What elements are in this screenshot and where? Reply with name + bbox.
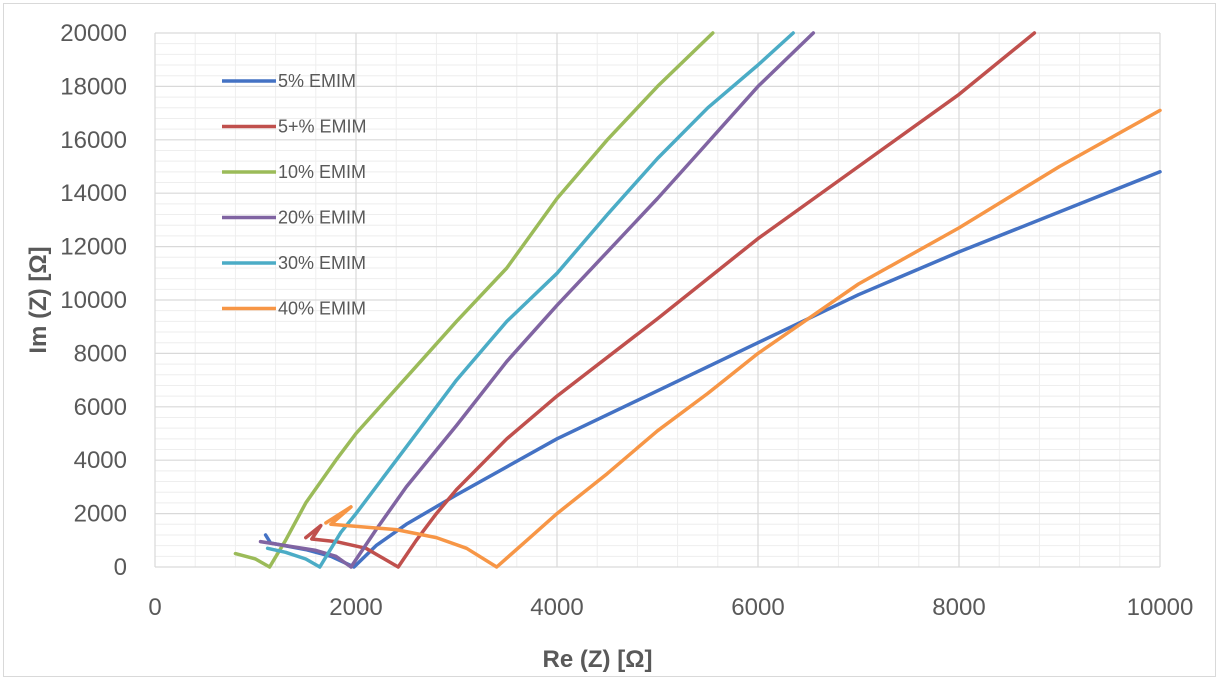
y-tick-label: 18000 xyxy=(60,73,127,100)
chart-frame xyxy=(3,3,1216,677)
legend-label-6: 40% EMIM xyxy=(278,299,366,319)
legend-label-3: 10% EMIM xyxy=(278,162,366,182)
x-tick-label: 6000 xyxy=(731,594,784,621)
x-tick-label: 10000 xyxy=(1127,594,1194,621)
y-tick-label: 14000 xyxy=(60,180,127,207)
x-tick-label: 8000 xyxy=(932,594,985,621)
series-line-3 xyxy=(233,31,715,569)
x-tick-label: 4000 xyxy=(530,594,583,621)
x-tick-label: 0 xyxy=(148,594,161,621)
series-line-2 xyxy=(304,31,1037,569)
y-tick-label: 4000 xyxy=(74,447,127,474)
y-tick-label: 12000 xyxy=(60,234,127,261)
legend-label-5: 30% EMIM xyxy=(278,253,366,273)
series-line-4 xyxy=(258,31,816,569)
x-axis-title: Re (Z) [Ω] xyxy=(543,646,653,673)
y-axis-title: Im (Z) [Ω] xyxy=(25,246,52,353)
legend-label-1: 5% EMIM xyxy=(278,71,356,91)
series-line-6 xyxy=(324,108,1162,569)
series-line-1 xyxy=(263,170,1162,569)
legend-label-2: 5+% EMIM xyxy=(278,117,367,137)
y-tick-label: 8000 xyxy=(74,340,127,367)
series-line-5 xyxy=(265,31,795,569)
y-tick-label: 6000 xyxy=(74,394,127,421)
y-tick-label: 20000 xyxy=(60,20,127,47)
legend-label-4: 20% EMIM xyxy=(278,208,366,228)
y-tick-label: 16000 xyxy=(60,127,127,154)
y-tick-label: 2000 xyxy=(74,501,127,528)
x-tick-label: 2000 xyxy=(329,594,382,621)
y-tick-label: 0 xyxy=(114,554,127,581)
y-tick-label: 10000 xyxy=(60,287,127,314)
